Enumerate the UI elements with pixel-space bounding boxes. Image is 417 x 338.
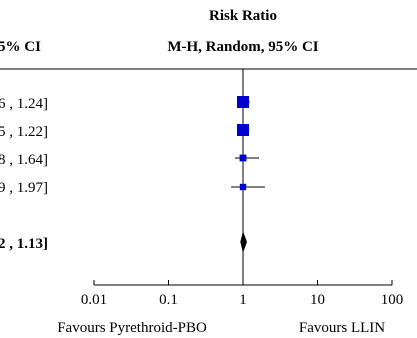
x-tick-label: 100 (381, 292, 404, 308)
ci-text-pooled: 2 , 1.13] (0, 236, 48, 252)
study-marker (239, 183, 247, 191)
pooled-diamond (240, 231, 247, 253)
ci-text-row-1: 6 , 1.24] (0, 96, 48, 112)
x-tick-label: 1 (239, 292, 247, 308)
favours-right-label: Favours LLIN (299, 320, 385, 336)
ci-column-header: 5% CI (0, 39, 41, 55)
ci-text-column: 6 , 1.24] 5 , 1.22] 8 , 1.64] 9 , 1.97] … (0, 96, 48, 252)
risk-ratio-title: Risk Ratio (209, 8, 277, 24)
study-marker (239, 154, 247, 162)
x-tick-label: 10 (310, 292, 325, 308)
ci-text-row-2: 5 , 1.22] (0, 124, 48, 140)
plot-marks (230, 69, 265, 285)
ci-text-row-4: 9 , 1.97] (0, 180, 48, 196)
study-marker (237, 124, 249, 136)
study-marker (237, 96, 249, 108)
risk-ratio-method: M-H, Random, 95% CI (167, 39, 318, 55)
x-tick-label: 0.01 (81, 292, 107, 308)
x-axis: 0.01 0.1 1 10 100 (81, 280, 403, 308)
x-tick-label: 0.1 (159, 292, 178, 308)
ci-text-row-3: 8 , 1.64] (0, 152, 48, 168)
favours-left-label: Favours Pyrethroid-PBO (57, 320, 207, 336)
